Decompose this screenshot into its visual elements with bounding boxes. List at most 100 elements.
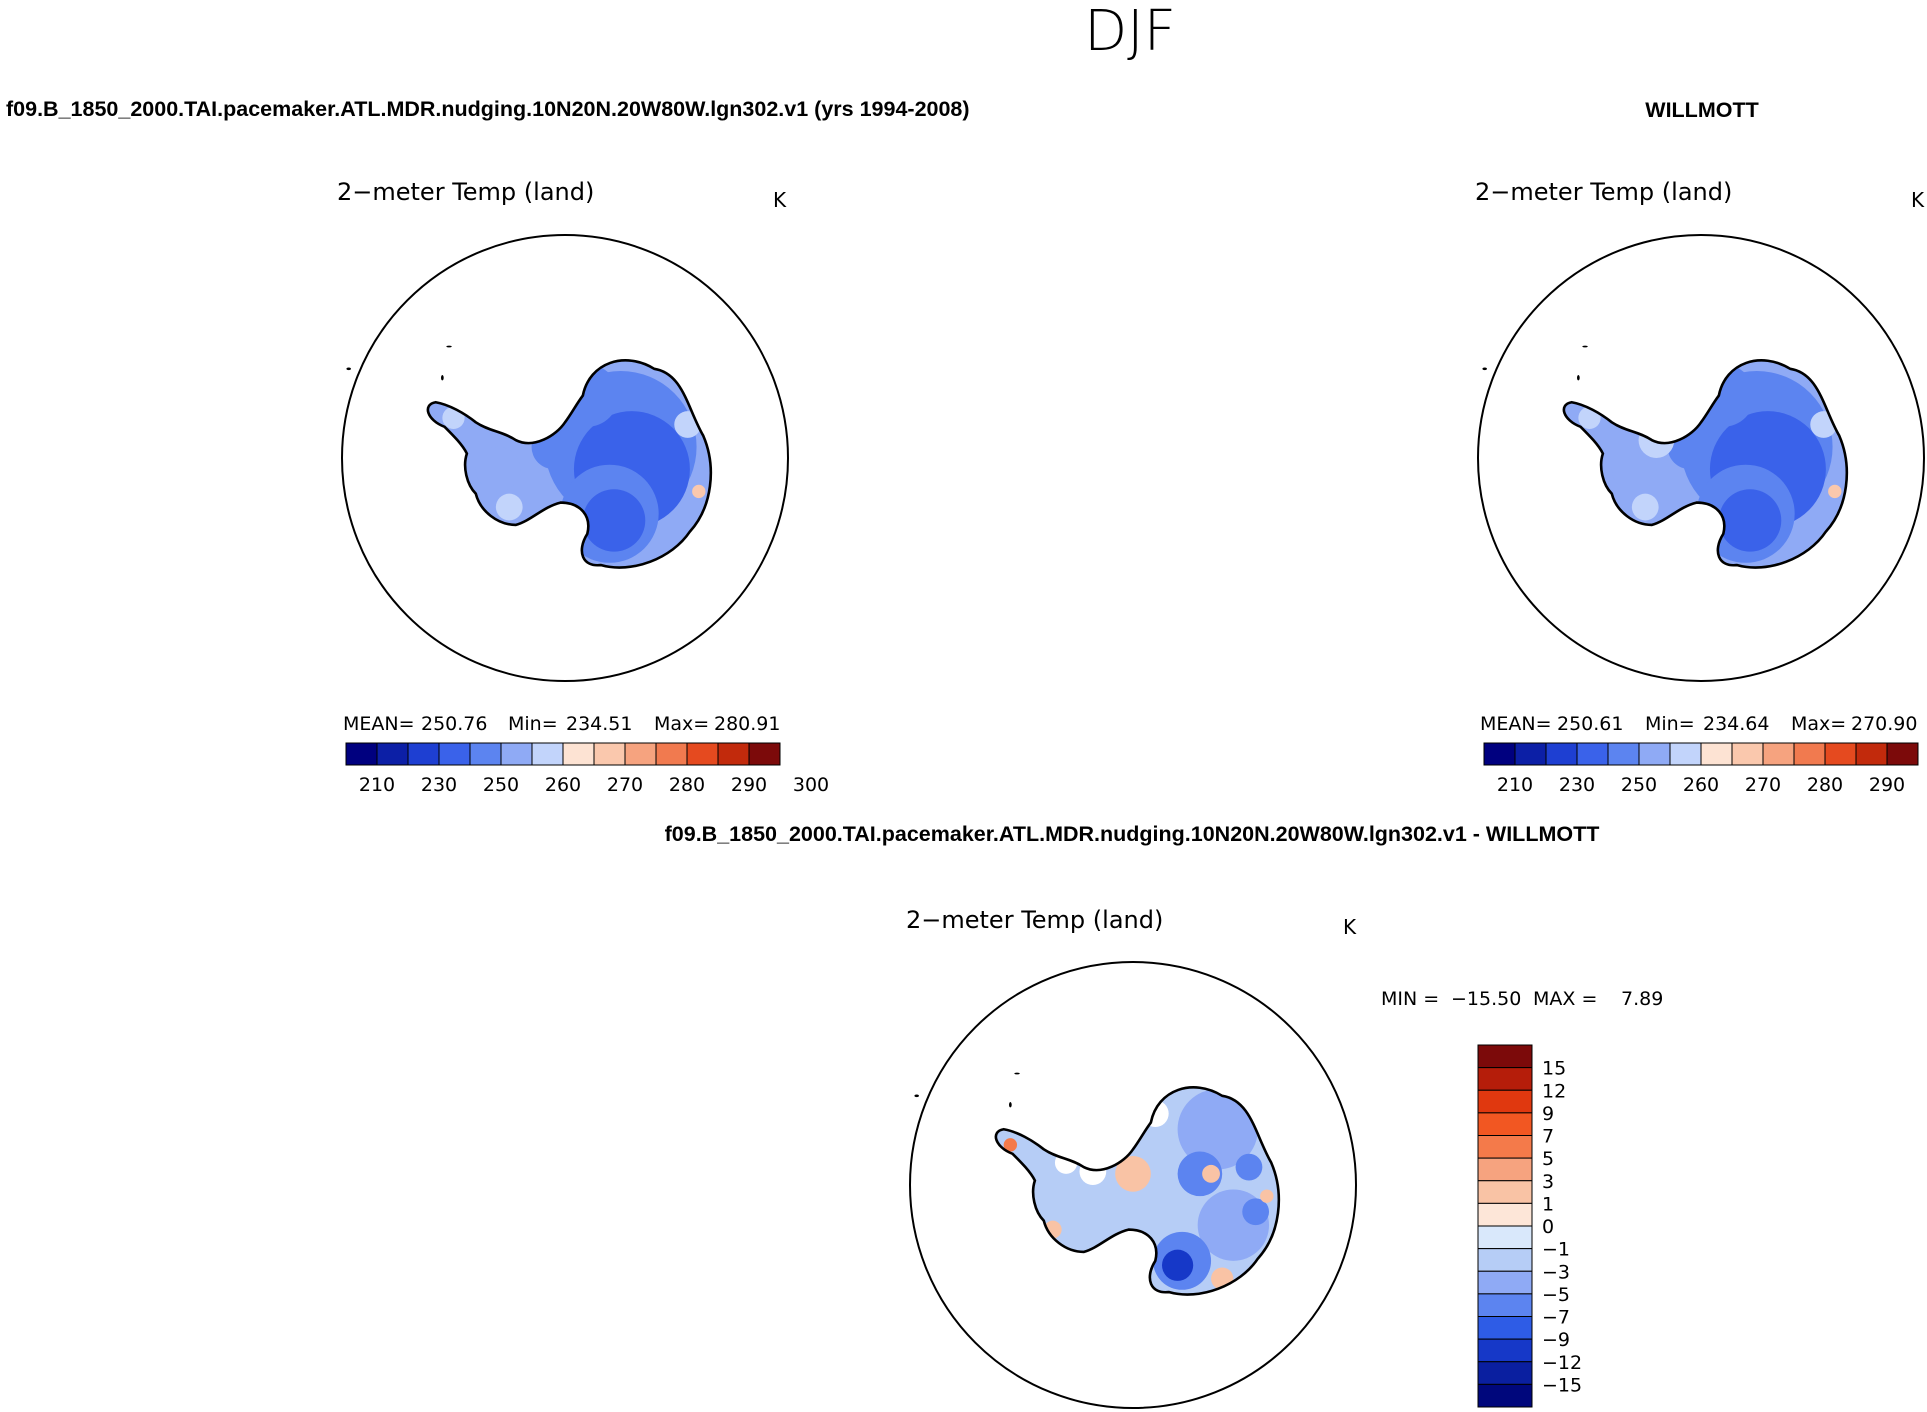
colorbar-swatch [1514,742,1547,766]
field-anomaly [1202,1164,1220,1183]
max-value: 280.91 [714,713,780,735]
field-anomaly [1177,1089,1258,1170]
colorbar-tick-label: 290 [731,774,767,796]
colorbar-tick-label: 5 [1542,1148,1554,1170]
colorbar-tick-label: 290 [1869,774,1905,796]
colorbar-tick-label: 250 [483,774,519,796]
field-anomaly [1161,1249,1194,1281]
island [441,375,444,381]
island [1577,375,1580,381]
land-field [1563,360,1847,568]
colorbar-swatch [1545,742,1578,766]
min-value: 234.51 [566,713,632,735]
max-label: MAX = [1533,988,1597,1010]
colorbar-swatch [1477,1112,1533,1136]
units-label: K [1911,188,1925,212]
colorbar-swatch [1477,1383,1533,1408]
polar-map [341,234,789,682]
colorbar-tick-label: 0 [1542,1216,1554,1238]
colorbar-tick-label: 270 [607,774,643,796]
min-label: Min= [1645,713,1695,735]
mean-label: MEAN= [1480,713,1552,735]
mean-value: 250.76 [421,713,487,735]
colorbar-tick-label: −12 [1542,1352,1582,1374]
colorbar-tick-label: 230 [421,774,457,796]
colorbar-swatch [1477,1338,1533,1363]
colorbar-tick-label: 300 [793,774,829,796]
units-label: K [1343,915,1357,939]
field-value [582,489,646,552]
field-anomaly [1235,1153,1263,1181]
min-label: MIN = [1381,988,1439,1010]
colorbar-swatch [1607,742,1640,766]
colorbar-tick-label: 3 [1542,1171,1554,1193]
units-label: K [773,188,787,212]
min-value: −15.50 [1451,988,1521,1010]
colorbar-tick-label: 230 [1559,774,1595,796]
case-title-diff: f09.B_1850_2000.TAI.pacemaker.ATL.MDR.nu… [665,822,1600,846]
colorbar-swatch [1477,1135,1533,1159]
colorbar-swatch [1477,1157,1533,1182]
land-field [427,360,711,568]
panel-diff: f09.B_1850_2000.TAI.pacemaker.ATL.MDR.nu… [665,822,1663,1409]
colorbar-swatch [1477,1180,1533,1204]
page-title: DJF [1084,0,1176,64]
mean-value: 250.61 [1557,713,1623,735]
colorbar-swatch [1483,742,1516,766]
colorbar-tick-label: 260 [1683,774,1719,796]
colorbar-tick-label: −5 [1542,1284,1570,1306]
colorbar-swatch [1477,1248,1533,1272]
colorbar-swatch [1477,1202,1533,1227]
field-value [1667,424,1713,470]
colorbar-swatch [1886,742,1919,766]
case-title-obs: WILLMOTT [1645,98,1758,122]
colorbar-swatch [717,742,750,766]
colorbar-swatch [1477,1316,1533,1340]
colorbar-tick-label: 250 [1621,774,1657,796]
colorbar-swatch [1477,1270,1533,1295]
colorbar-tick-label: −3 [1542,1261,1570,1283]
map-boundary-circle [909,961,1357,1409]
colorbar-tick-label: 15 [1542,1058,1566,1080]
field-value [556,364,619,427]
colorbar-swatch [407,742,440,766]
field-anomaly [1115,1156,1151,1192]
colorbar-tick-label: −7 [1542,1307,1570,1329]
colorbar-swatch [1669,742,1702,766]
island [446,345,452,348]
colorbar-swatch [1762,742,1795,766]
colorbar-swatch [500,742,533,766]
colorbar-tick-label: −15 [1542,1374,1582,1396]
colorbar-swatch [1477,1067,1533,1091]
colorbar-tick-label: 280 [669,774,705,796]
colorbar-tick-label: −1 [1542,1239,1570,1261]
colorbar-tick-label: 12 [1542,1080,1566,1102]
colorbar-swatch [1477,1293,1533,1317]
field-value [1578,406,1601,430]
max-label: Max= [1791,713,1846,735]
field-value [1692,364,1755,427]
colorbar-swatch [1731,742,1764,766]
panel-obs: WILLMOTT 2−meter Temp (land) K MEAN= 250… [1475,98,1927,796]
colorbar-swatch [1477,1361,1533,1385]
island [346,367,351,371]
island [1582,345,1588,348]
colorbar-swatch [748,742,781,766]
field-value [442,406,465,430]
colorbar-tick-label: 280 [1807,774,1843,796]
colorbar-tick-label: 7 [1542,1126,1554,1148]
colorbar-swatch [438,742,471,766]
case-title-model: f09.B_1850_2000.TAI.pacemaker.ATL.MDR.nu… [6,97,970,121]
colorbar-swatch [593,742,626,766]
map-boundary-circle [341,234,789,682]
field-anomaly [1141,1100,1169,1128]
plot-title: 2−meter Temp (land) [906,906,1163,934]
colorbar-swatch [1824,742,1857,766]
polar-map [909,961,1357,1409]
colorbar-tick-label: 9 [1542,1103,1554,1125]
colorbar-swatch [1855,742,1888,766]
polar-map [1478,234,1924,682]
